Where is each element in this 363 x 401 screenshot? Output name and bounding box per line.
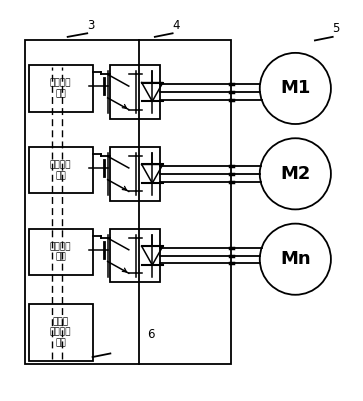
Text: 多电机
综合控制
单元: 多电机 综合控制 单元: [50, 317, 71, 347]
Text: Mn: Mn: [280, 250, 311, 268]
Text: 6: 6: [147, 328, 155, 341]
Text: 电机控制
单元: 电机控制 单元: [50, 79, 71, 98]
Bar: [29, 304, 93, 360]
Bar: [25, 41, 231, 364]
Bar: [110, 229, 160, 282]
Text: 5: 5: [333, 22, 340, 35]
Bar: [29, 147, 93, 193]
Text: M1: M1: [280, 79, 310, 97]
Bar: [110, 147, 160, 200]
Text: 电机控制
单元: 电机控制 单元: [50, 242, 71, 262]
Text: 电机控制
单元: 电机控制 单元: [50, 160, 71, 180]
Bar: [29, 65, 93, 111]
Text: 3: 3: [87, 18, 94, 32]
Text: 4: 4: [172, 18, 180, 32]
Bar: [29, 229, 93, 275]
Text: M2: M2: [280, 165, 310, 183]
Bar: [110, 65, 160, 119]
